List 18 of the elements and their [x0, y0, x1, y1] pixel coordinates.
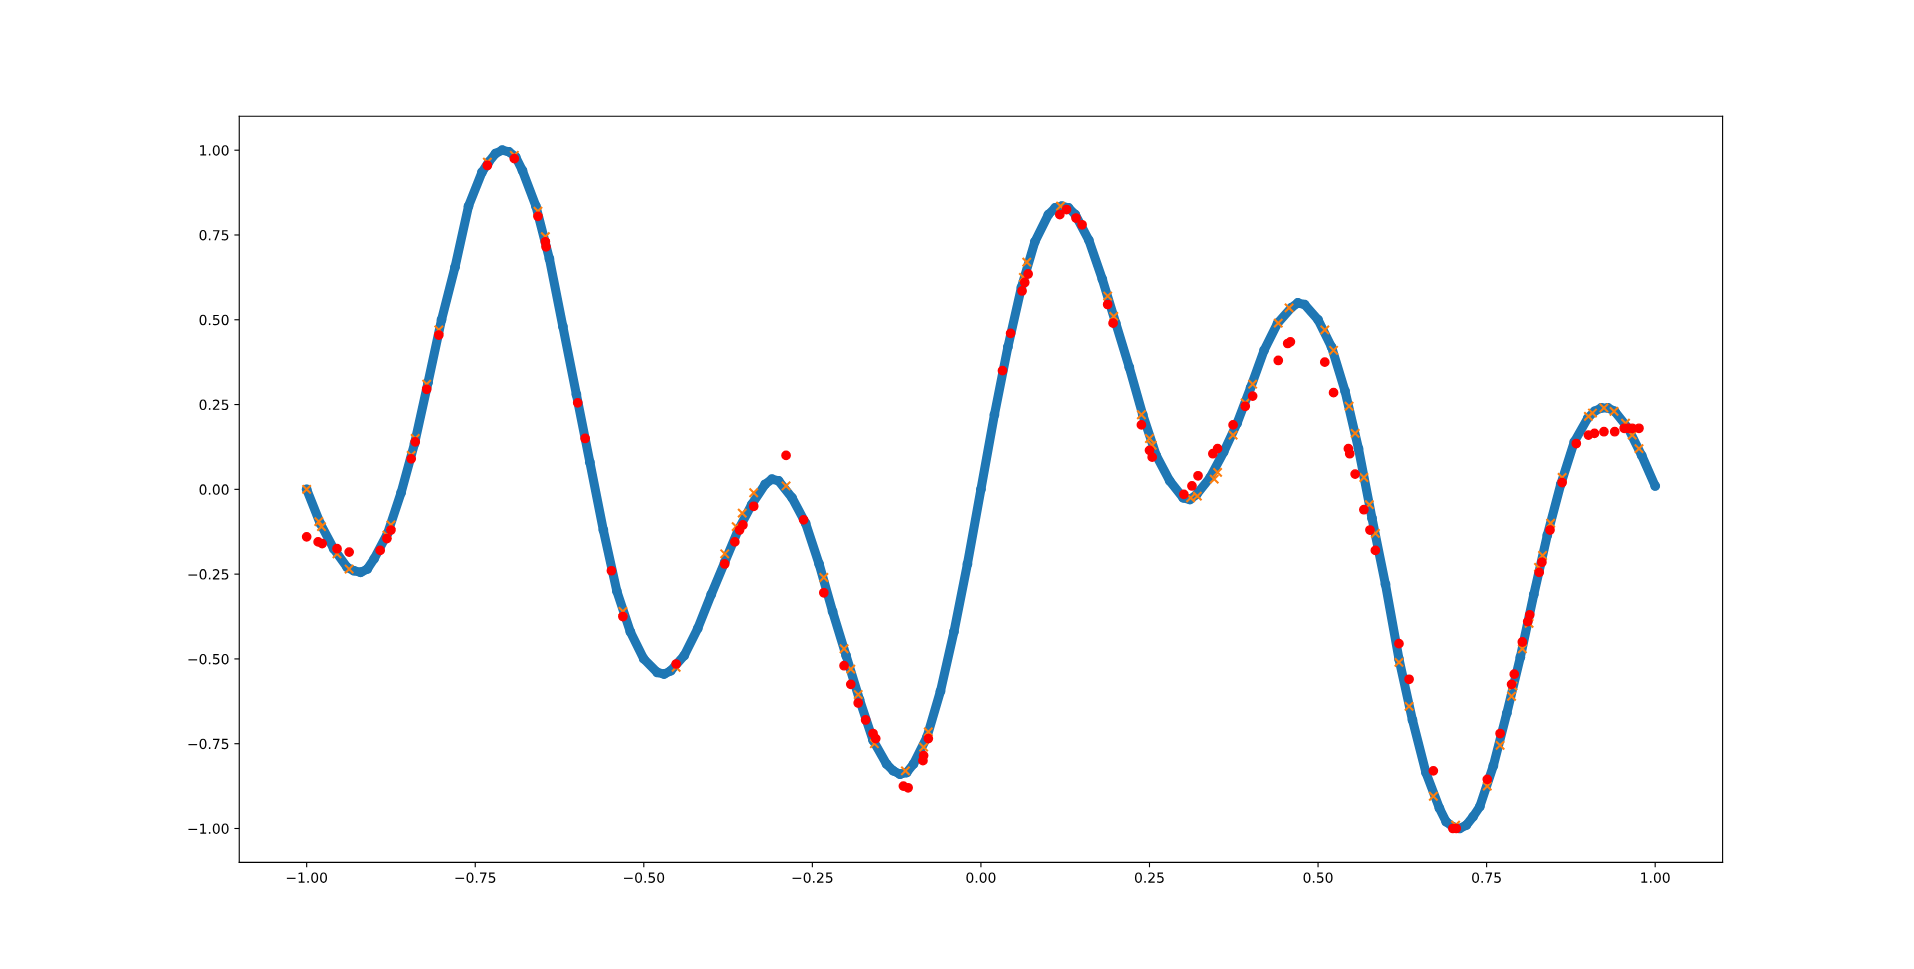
- y-tick-label: −0.50: [188, 653, 229, 665]
- x-tick-label: −0.25: [792, 872, 833, 883]
- x-tick-label: 1.00: [1641, 872, 1670, 883]
- x-tick-label: −0.50: [623, 872, 665, 883]
- x-tick-label: 0.75: [1472, 872, 1501, 883]
- y-tick-label: 0.75: [199, 229, 229, 241]
- x-tick-label: 0.00: [966, 872, 996, 883]
- y-tick-label: 0.00: [199, 484, 229, 495]
- x-tick-label: −1.00: [286, 872, 328, 883]
- x-tick-label: 0.50: [1303, 872, 1333, 883]
- y-tick-label: 0.25: [199, 399, 229, 411]
- y-tick-label: 0.50: [199, 314, 229, 326]
- y-tick-label: −1.00: [188, 823, 229, 834]
- x-tick-label: 0.25: [1134, 872, 1164, 883]
- y-tick-label: 1.00: [200, 145, 229, 156]
- x-tick-label: −0.75: [455, 872, 496, 883]
- y-tick-label: −0.75: [188, 738, 229, 750]
- y-tick-label: −0.25: [188, 569, 229, 580]
